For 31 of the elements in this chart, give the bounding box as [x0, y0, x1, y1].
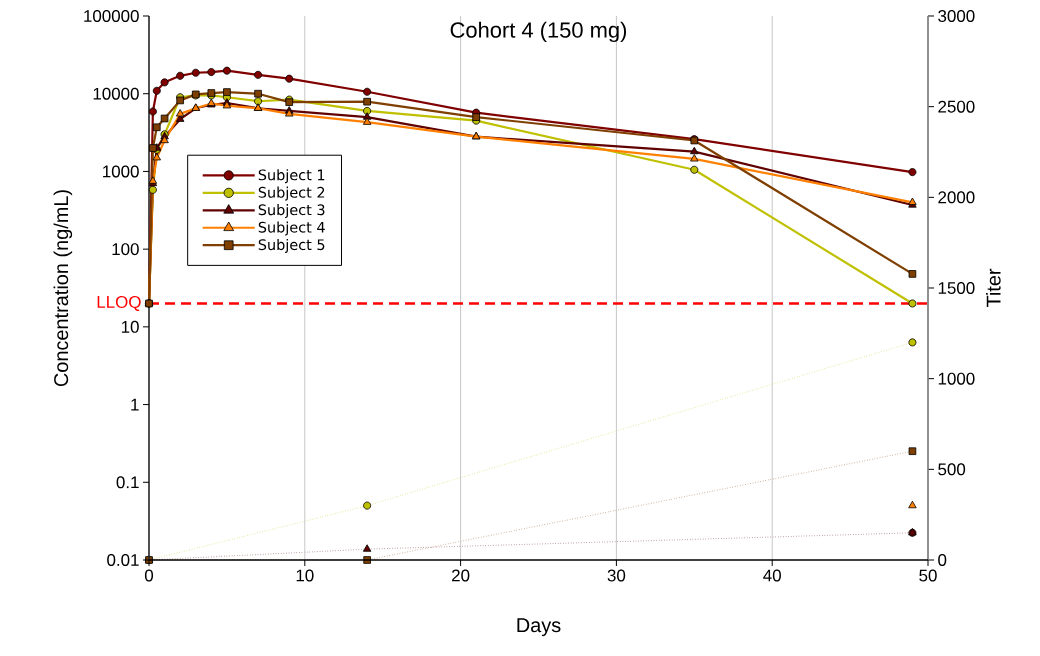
y-tick-label: 0.01: [107, 554, 139, 566]
legend-label: Subject 3: [258, 204, 325, 219]
x-tick-label: 30: [607, 569, 626, 582]
y2-tick-label: 3000: [938, 9, 975, 22]
y-tick-label: 10000: [93, 87, 139, 100]
y-tick-label: 0.1: [116, 476, 139, 489]
x-tick-label: 10: [296, 569, 314, 582]
x-tick-label: 20: [452, 569, 470, 582]
y-axis-title: Concentration (ng/mL): [53, 190, 73, 387]
legend-label: Subject 1: [258, 169, 325, 184]
y2-tick-label: 2000: [938, 191, 975, 204]
y2-tick-label: 2500: [938, 100, 975, 113]
legend-label: Subject 5: [258, 238, 325, 253]
x-axis-title: Days: [517, 618, 561, 637]
y-tick-label: 1: [131, 398, 139, 411]
x-tick-label: 50: [919, 569, 937, 582]
y-tick-label: 10: [121, 320, 139, 333]
y-tick-label: 100000: [84, 10, 139, 22]
y2-tick-label: 500: [938, 463, 966, 476]
x-tick-label: 0: [144, 569, 154, 582]
chart-title: Cohort 4 (150 mg): [450, 21, 627, 43]
y-tick-label: 1000: [103, 165, 139, 178]
legend-label: Subject 2: [258, 186, 325, 201]
y2-axis-title: Titer: [986, 268, 1001, 308]
y2-tick-label: 1000: [938, 372, 975, 385]
ref-line-label: LLOQ: [97, 295, 141, 311]
x-tick-label: 40: [763, 569, 781, 582]
y2-tick-label: 0: [938, 554, 947, 566]
y-tick-label: 100: [112, 243, 139, 256]
legend-label: Subject 4: [258, 221, 325, 236]
y2-tick-label: 1500: [938, 282, 975, 294]
